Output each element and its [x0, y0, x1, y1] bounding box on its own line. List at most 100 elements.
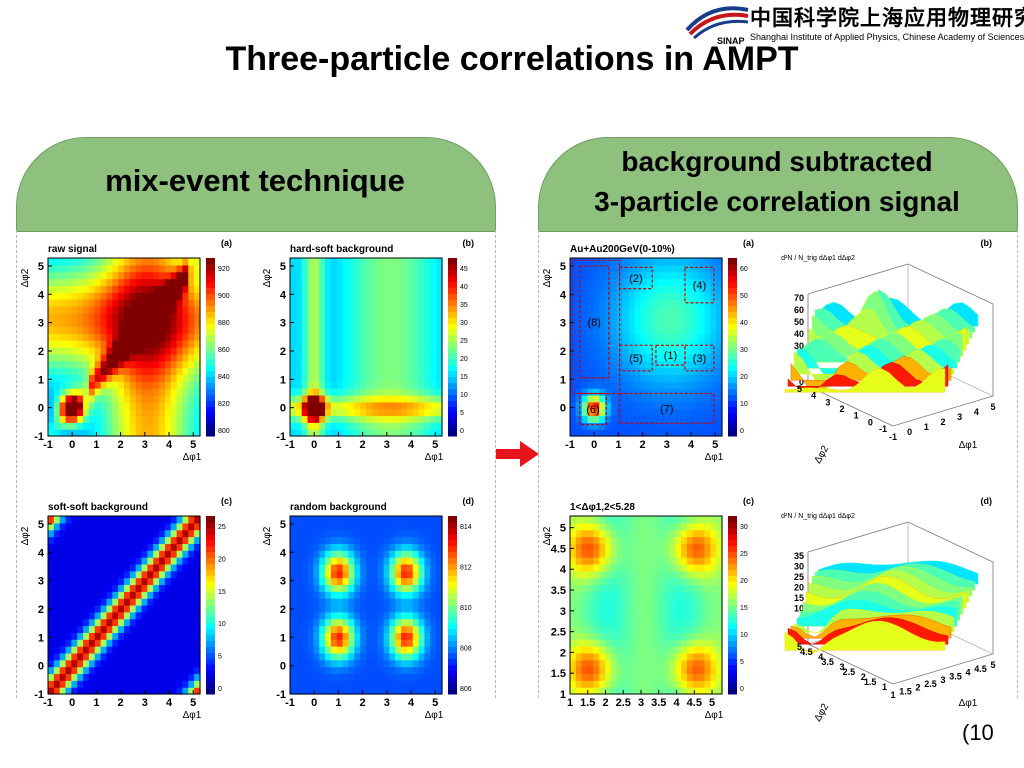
heatmap-cell — [646, 687, 653, 695]
heatmap-cell — [336, 666, 344, 675]
heatmap-cell — [48, 666, 55, 675]
colorbar-tick-label: 814 — [460, 524, 472, 531]
heatmap-cell — [436, 543, 443, 551]
colorbar-segment — [728, 305, 737, 312]
heatmap-cell — [622, 666, 630, 675]
heatmap-cell — [141, 646, 148, 654]
heatmap-cell — [716, 632, 723, 640]
heatmap-cell — [360, 408, 367, 417]
heatmap-cell — [354, 429, 361, 437]
colorbar-tick-label: 40 — [740, 320, 748, 327]
heatmap-cell — [141, 381, 148, 389]
heatmap-cell — [65, 305, 72, 314]
heatmap-cell — [336, 353, 344, 362]
heatmap-cell — [325, 353, 332, 362]
heatmap-cell — [698, 598, 706, 606]
heatmap-cell — [686, 394, 694, 403]
heatmap-cell — [170, 543, 178, 551]
heatmap-cell — [112, 292, 119, 300]
heatmap-cell — [395, 415, 402, 423]
heatmap-cell — [188, 591, 195, 599]
heatmap-cell — [295, 292, 303, 300]
heatmap-cell — [430, 570, 437, 579]
heatmap-cell — [716, 598, 723, 606]
heatmap-cell — [401, 570, 408, 579]
heatmap-cell — [147, 271, 154, 280]
heatmap-cell — [100, 271, 108, 280]
heatmap-cell — [342, 591, 350, 599]
heatmap-cell — [129, 285, 137, 293]
heatmap-cell — [182, 305, 189, 314]
heatmap-cell — [669, 285, 676, 293]
heatmap-cell — [53, 687, 61, 695]
heatmap-cell — [290, 415, 297, 423]
heatmap-cell — [430, 347, 437, 355]
heatmap-cell — [704, 632, 711, 640]
heatmap-cell — [593, 292, 600, 300]
heatmap-cell — [698, 292, 706, 300]
heatmap-cell — [112, 522, 119, 531]
heatmap-cell — [112, 299, 119, 307]
heatmap-cell — [716, 529, 723, 538]
heatmap-cell — [106, 299, 113, 307]
heatmap-cell — [129, 632, 137, 640]
heatmap-cell — [295, 536, 303, 544]
heatmap-cell — [430, 618, 437, 627]
colorbar-segment — [448, 599, 457, 606]
heatmap-cell — [395, 347, 402, 355]
heatmap-cell — [112, 687, 119, 695]
heatmap-cell — [48, 529, 55, 538]
heatmap-cell — [581, 536, 589, 544]
heatmap-cell — [83, 625, 90, 633]
heatmap-cell — [342, 550, 350, 558]
x-tick-label: 4 — [408, 697, 415, 709]
heatmap-cell — [406, 415, 414, 423]
heatmap-cell — [704, 285, 711, 293]
heatmap-cell — [336, 557, 344, 565]
heatmap-cell — [634, 625, 641, 633]
heatmap-cell — [424, 401, 431, 410]
heatmap-cell — [319, 333, 326, 341]
heatmap-cell — [418, 570, 426, 579]
heatmap-cell — [88, 516, 96, 524]
y-tick-label: 1 — [882, 682, 887, 692]
heatmap-cell — [418, 529, 426, 538]
colorbar-segment — [448, 376, 457, 384]
heatmap-cell — [681, 680, 688, 688]
heatmap-cell — [698, 687, 706, 695]
heatmap-cell — [319, 408, 326, 417]
heatmap-cell — [112, 557, 119, 565]
x-tick-label: -1 — [565, 439, 575, 451]
heatmap-cell — [616, 557, 624, 565]
heatmap-cell — [587, 659, 594, 668]
heatmap-cell — [581, 584, 589, 592]
heatmap-cell — [164, 415, 172, 423]
colorbar-segment — [448, 521, 457, 529]
heatmap-cell — [135, 374, 143, 382]
y-tick-label: 5 — [38, 519, 44, 531]
heatmap-cell — [401, 429, 408, 437]
heatmap-cell — [430, 652, 437, 661]
heatmap-cell — [313, 326, 320, 334]
heatmap-cell — [646, 401, 653, 410]
heatmap-cell — [106, 401, 113, 410]
heatmap-cell — [395, 550, 402, 558]
heatmap-cell — [622, 408, 630, 417]
heatmap-cell — [59, 388, 67, 396]
heatmap-cell — [325, 673, 332, 681]
colorbar-segment — [728, 516, 737, 523]
heatmap-cell — [587, 381, 594, 389]
heatmap-cell — [301, 605, 309, 613]
heatmap-cell — [336, 285, 344, 293]
heatmap-cell — [71, 522, 78, 531]
heatmap-cell — [170, 305, 178, 314]
heatmap-cell — [48, 360, 55, 369]
heatmap-cell — [406, 680, 414, 688]
heatmap-cell — [710, 680, 717, 688]
heatmap-cell — [141, 271, 148, 280]
colorbar-segment — [728, 563, 737, 570]
heatmap-cell — [88, 625, 96, 633]
heatmap-cell — [406, 557, 414, 565]
heatmap-cell — [366, 381, 373, 389]
heatmap-cell — [681, 367, 688, 375]
